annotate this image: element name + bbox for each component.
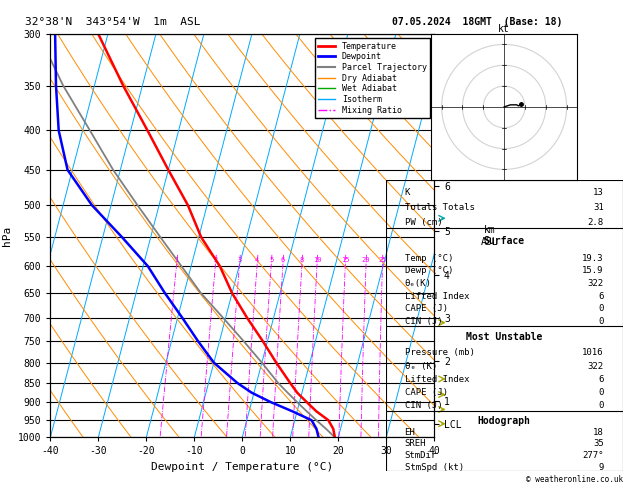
Text: θₑ(K): θₑ(K) [404, 279, 431, 288]
Legend: Temperature, Dewpoint, Parcel Trajectory, Dry Adiabat, Wet Adiabat, Isotherm, Mi: Temperature, Dewpoint, Parcel Trajectory… [315, 38, 430, 118]
Text: 31: 31 [593, 203, 604, 212]
Text: CAPE (J): CAPE (J) [404, 304, 448, 313]
Text: 20: 20 [362, 258, 370, 263]
Text: Totals Totals: Totals Totals [404, 203, 474, 212]
Text: Dewp (°C): Dewp (°C) [404, 266, 453, 275]
Text: θₑ (K): θₑ (K) [404, 362, 437, 371]
Text: 35: 35 [593, 439, 604, 449]
Text: 6: 6 [598, 292, 604, 300]
Text: 0: 0 [598, 401, 604, 410]
Text: K: K [404, 188, 410, 197]
Text: Temp (°C): Temp (°C) [404, 254, 453, 262]
Text: 277°: 277° [582, 451, 604, 460]
Text: Surface: Surface [484, 236, 525, 246]
Text: 5: 5 [269, 258, 274, 263]
X-axis label: Dewpoint / Temperature (°C): Dewpoint / Temperature (°C) [151, 462, 333, 472]
Y-axis label: km
ASL: km ASL [481, 225, 498, 246]
Text: 10: 10 [313, 258, 321, 263]
Text: EH: EH [404, 428, 415, 436]
Text: 1: 1 [175, 258, 179, 263]
Text: 6: 6 [281, 258, 285, 263]
Text: SREH: SREH [404, 439, 426, 449]
Text: CIN (J): CIN (J) [404, 317, 442, 326]
Text: StmSpd (kt): StmSpd (kt) [404, 463, 464, 472]
Text: 07.05.2024  18GMT  (Base: 18): 07.05.2024 18GMT (Base: 18) [392, 17, 562, 27]
Text: 4: 4 [255, 258, 259, 263]
Text: 19.3: 19.3 [582, 254, 604, 262]
Text: © weatheronline.co.uk: © weatheronline.co.uk [526, 474, 623, 484]
Text: 322: 322 [587, 279, 604, 288]
Text: 1016: 1016 [582, 348, 604, 357]
Text: 0: 0 [598, 304, 604, 313]
Text: 18: 18 [593, 428, 604, 436]
Text: CIN (J): CIN (J) [404, 401, 442, 410]
Text: 32°38'N  343°54'W  1m  ASL: 32°38'N 343°54'W 1m ASL [25, 17, 201, 27]
Text: 3: 3 [237, 258, 242, 263]
Title: kt: kt [498, 24, 510, 34]
Text: 0: 0 [598, 317, 604, 326]
Text: Hodograph: Hodograph [477, 416, 531, 426]
Text: 322: 322 [587, 362, 604, 371]
Text: CAPE (J): CAPE (J) [404, 388, 448, 397]
Text: Pressure (mb): Pressure (mb) [404, 348, 474, 357]
Text: 13: 13 [593, 188, 604, 197]
Text: Most Unstable: Most Unstable [466, 332, 542, 343]
Text: 8: 8 [300, 258, 304, 263]
Text: 9: 9 [598, 463, 604, 472]
Text: StmDir: StmDir [404, 451, 437, 460]
Y-axis label: hPa: hPa [3, 226, 12, 246]
Text: 2: 2 [213, 258, 218, 263]
Text: 15.9: 15.9 [582, 266, 604, 275]
Text: Lifted Index: Lifted Index [404, 375, 469, 384]
Text: Lifted Index: Lifted Index [404, 292, 469, 300]
Text: 0: 0 [598, 388, 604, 397]
Text: PW (cm): PW (cm) [404, 218, 442, 227]
Text: 15: 15 [341, 258, 350, 263]
Text: 6: 6 [598, 375, 604, 384]
Text: 2.8: 2.8 [587, 218, 604, 227]
Text: 25: 25 [378, 258, 387, 263]
